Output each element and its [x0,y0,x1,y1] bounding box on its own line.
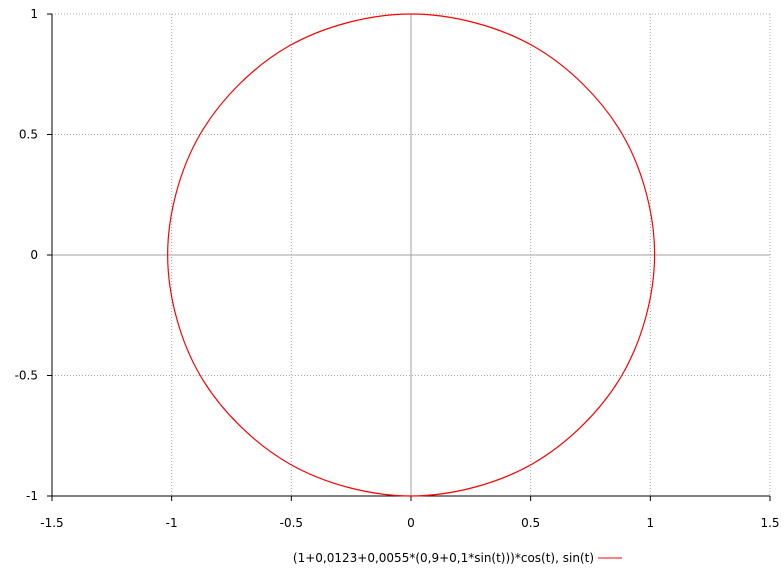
x-tick-label: -1 [166,516,178,530]
y-tick-label: 1 [30,7,38,21]
legend: (1+0,0123+0,0055*(0,9+0,1*sin(t)))*cos(t… [293,551,622,565]
y-tick-label: 0 [30,248,38,262]
series-line [167,13,656,497]
y-tick-label: 0.5 [19,128,38,142]
legend-label: (1+0,0123+0,0055*(0,9+0,1*sin(t)))*cos(t… [293,551,594,565]
x-tick-label: 0 [407,516,415,530]
axes [47,13,771,501]
series-layer [167,13,656,497]
x-tick-label: -1.5 [40,516,63,530]
x-tick-label: 1 [647,516,655,530]
y-tick-label: -1 [26,489,38,503]
x-tick-label: -0.5 [280,516,303,530]
x-tick-label: 1.5 [760,516,779,530]
tick-labels: -1.5 -1 -0.5 0 0.5 1 1.5-1-0.500.51 [15,7,780,530]
y-tick-label: -0.5 [15,369,38,383]
x-tick-label: 0.5 [521,516,540,530]
